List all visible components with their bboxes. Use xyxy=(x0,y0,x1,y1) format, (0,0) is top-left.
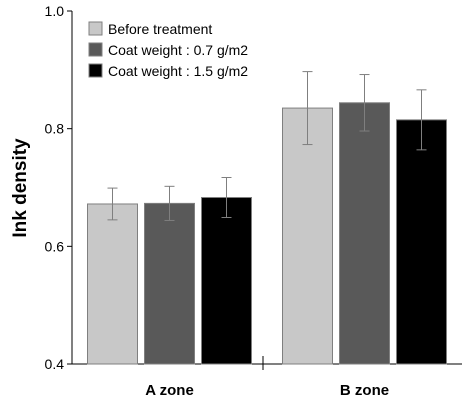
y-tick-label: 0.8 xyxy=(45,121,65,137)
bar xyxy=(201,197,252,365)
bar xyxy=(282,107,333,365)
error-bar xyxy=(302,71,313,146)
legend-swatch xyxy=(88,63,103,78)
legend-swatch xyxy=(88,21,103,36)
bars xyxy=(87,102,447,365)
x-category-label: A zone xyxy=(145,382,194,399)
legend-label: Coat weight : 1.5 g/m2 xyxy=(108,63,248,79)
y-tick-label: 0.4 xyxy=(45,356,65,372)
error-bars xyxy=(107,71,427,221)
y-tick-label: 1.0 xyxy=(45,3,65,19)
y-axis: 0.4 0.6 0.8 1.0 xyxy=(45,3,73,372)
legend-swatch xyxy=(88,42,103,57)
error-bar xyxy=(164,185,175,221)
bar xyxy=(396,119,447,365)
y-axis-title: Ink density xyxy=(10,138,31,238)
legend: Before treatment Coat weight : 0.7 g/m2 Co… xyxy=(88,21,248,79)
bar xyxy=(339,102,390,365)
legend-label: Coat weight : 0.7 g/m2 xyxy=(108,42,248,58)
error-bar xyxy=(107,187,118,221)
error-bar xyxy=(221,176,232,219)
y-tick-label: 0.6 xyxy=(45,238,65,254)
x-category-label: B zone xyxy=(340,382,389,399)
error-bar xyxy=(359,74,370,132)
error-bar xyxy=(416,89,427,151)
bar xyxy=(144,202,195,365)
legend-label: Before treatment xyxy=(108,21,212,37)
bar xyxy=(87,203,138,365)
